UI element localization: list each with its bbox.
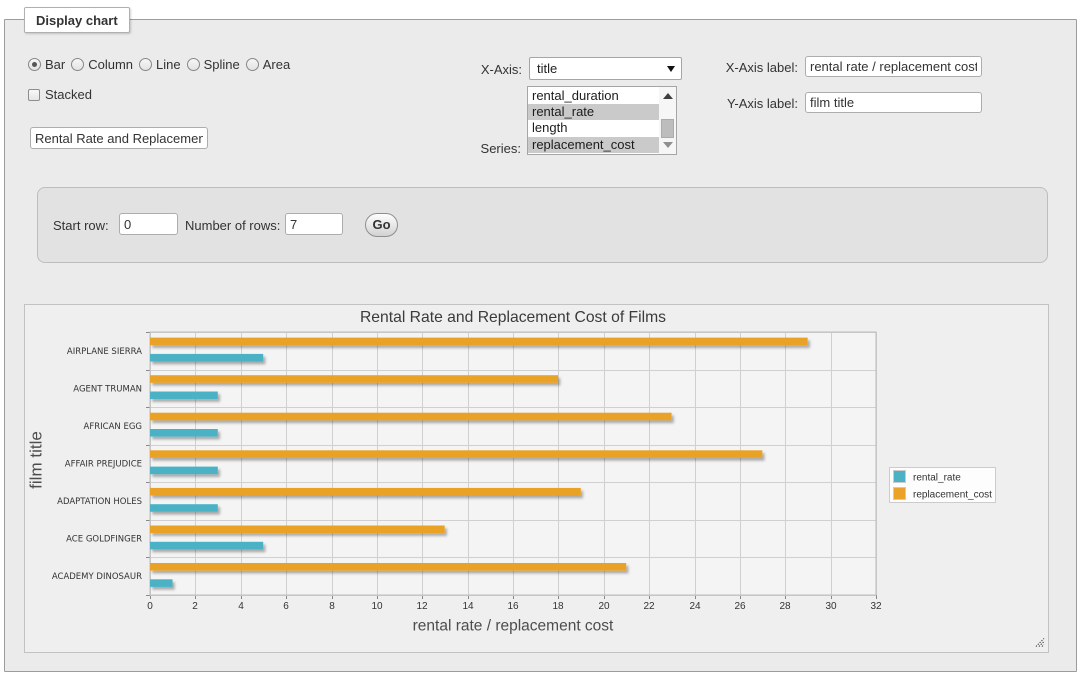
scroll-down-icon[interactable] (662, 142, 673, 148)
stacked-row: Stacked (28, 88, 92, 101)
radio-label: Area (262, 57, 291, 72)
chart-type-option-spline[interactable]: Spline (186, 57, 240, 72)
chart-type-radio-group: Bar Column Line Spline Area (28, 58, 290, 71)
x-axis-select-value: title (537, 61, 558, 76)
series-option-rental_duration[interactable]: rental_duration (532, 88, 619, 103)
x-tick-label: 8 (329, 601, 335, 612)
chart-title: Rental Rate and Replacement Cost of Film… (360, 309, 666, 326)
fieldset-legend-text: Display chart (36, 13, 118, 28)
x-tick-label: 0 (147, 601, 153, 612)
x-axis-title: rental rate / replacement cost (413, 618, 614, 635)
y-category-label: ADAPTATION HOLES (57, 497, 142, 507)
radio-label: Column (88, 57, 134, 72)
bar-rental_rate (150, 504, 218, 512)
series-list-label: Series: (480, 141, 521, 156)
legend-label: rental_rate (913, 473, 961, 484)
x-axis-select-label: X-Axis: (480, 62, 522, 77)
x-tick-label: 4 (238, 601, 244, 612)
x-tick-label: 20 (598, 601, 610, 612)
x-axis-select[interactable]: title (529, 57, 682, 80)
number-of-rows-input[interactable] (285, 213, 343, 235)
chart-type-option-line[interactable]: Line (139, 58, 181, 71)
radio-label: Line (156, 57, 181, 72)
bar-replacement_cost (150, 450, 763, 458)
rows-panel (37, 187, 1048, 263)
radio-label: Spline (203, 57, 240, 72)
y-category-label: ACADEMY DINOSAUR (52, 572, 142, 582)
fieldset-legend: Display chart (24, 7, 130, 33)
chart-container[interactable]: 0 2 4 6 8 10 12 14 16 18 20 22 24 26 28 30 32 AIRPLANE SI… (24, 304, 1049, 653)
chevron-down-icon (667, 66, 675, 72)
y-category-label: AFFAIR PREJUDICE (65, 460, 142, 470)
bar-rental_rate (150, 579, 173, 587)
x-tick-label: 28 (779, 601, 791, 612)
bar-rental_rate (150, 466, 218, 475)
radio-icon[interactable] (139, 58, 153, 71)
legend-label: replacement_cost (913, 490, 992, 501)
bar-rental_rate (150, 391, 218, 400)
bar-replacement_cost (150, 412, 672, 421)
number-of-rows-label: Number of rows: (185, 218, 281, 233)
chart-type-option-column[interactable]: Column (71, 58, 133, 71)
x-tick-label: 32 (870, 601, 882, 612)
radio-icon[interactable] (186, 58, 200, 71)
radio-icon[interactable] (28, 58, 41, 71)
chart-title-input[interactable] (30, 127, 208, 149)
bar-rental_rate (150, 541, 264, 550)
chart-type-option-area[interactable]: Area (245, 57, 291, 72)
x-tick-label: 10 (371, 601, 383, 612)
y-category-label: AGENT TRUMAN (73, 384, 142, 394)
x-tick-label: 22 (643, 601, 655, 612)
x-axis-label-label: X-Axis label: (725, 60, 798, 75)
series-scrollbar[interactable] (659, 87, 676, 154)
bar-rental_rate (150, 353, 264, 362)
x-tick-label: 16 (507, 601, 519, 612)
bar-replacement_cost (150, 525, 445, 534)
x-axis-label-input[interactable] (805, 56, 982, 77)
radio-icon[interactable] (71, 58, 85, 71)
start-row-label: Start row: (53, 218, 109, 233)
bar-replacement_cost (150, 563, 627, 571)
x-tick-label: 26 (734, 601, 746, 612)
radio-icon[interactable] (245, 58, 259, 71)
series-option-rental_rate[interactable]: rental_rate (528, 104, 659, 121)
y-category-label: AIRPLANE SIERRA (67, 347, 142, 357)
x-tick-label: 14 (462, 601, 474, 612)
chart-legend: rental_rate replacement_cost (889, 467, 996, 503)
series-option-length[interactable]: length (532, 120, 568, 136)
y-axis-title: film title (27, 431, 46, 489)
x-tick-label: 2 (192, 601, 198, 612)
y-category-label: AFRICAN EGG (84, 422, 142, 432)
stacked-label: Stacked (45, 87, 92, 102)
resize-grip-icon[interactable] (1035, 638, 1045, 647)
bar-replacement_cost (150, 337, 808, 346)
y-category-label: ACE GOLDFINGER (66, 535, 142, 545)
x-tick-label: 18 (552, 601, 564, 612)
start-row-input[interactable] (119, 213, 178, 235)
stacked-checkbox[interactable] (28, 88, 40, 101)
x-tick-label: 6 (283, 601, 289, 612)
scroll-thumb[interactable] (661, 119, 674, 138)
radio-label: Bar (45, 57, 66, 72)
series-option-replacement_cost[interactable]: replacement_cost (528, 136, 659, 153)
bar-replacement_cost (150, 375, 559, 383)
y-axis-label-label: Y-Axis label: (726, 96, 798, 111)
x-tick-label: 12 (416, 601, 428, 612)
x-tick-label: 24 (689, 601, 701, 612)
bar-replacement_cost (150, 487, 581, 496)
series-listbox[interactable]: rental_duration rental_rate length replacem… (527, 86, 677, 155)
scroll-up-icon[interactable] (662, 93, 673, 99)
y-axis-label-input[interactable] (805, 92, 982, 113)
chart-type-option-bar[interactable]: Bar (28, 58, 65, 71)
x-tick-label: 30 (825, 601, 837, 612)
go-button[interactable]: Go (365, 213, 398, 237)
bar-rental_rate (150, 429, 218, 437)
